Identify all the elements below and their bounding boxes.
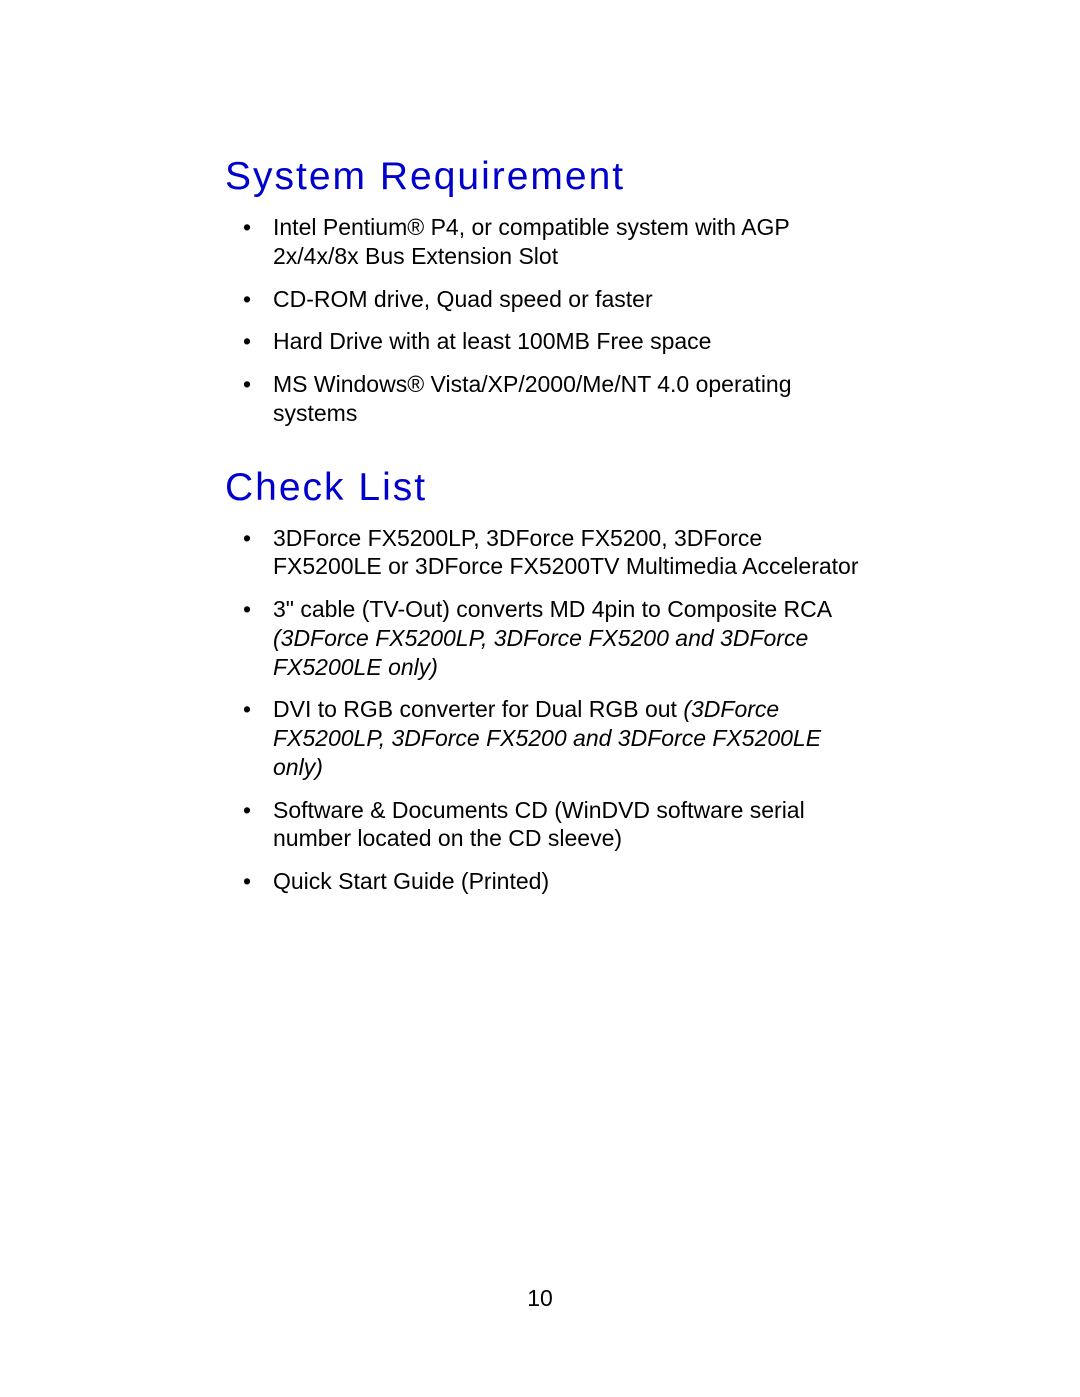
list-item: DVI to RGB converter for Dual RGB out (3…: [273, 695, 885, 781]
list-item: CD-ROM drive, Quad speed or faster: [273, 285, 885, 314]
item-text: DVI to RGB converter for Dual RGB out: [273, 696, 683, 722]
list-item: 3DForce FX5200LP, 3DForce FX5200, 3DForc…: [273, 524, 885, 582]
item-text: 3" cable (TV-Out) converts MD 4pin to Co…: [273, 596, 831, 622]
system-requirement-heading: System Requirement: [225, 155, 885, 199]
check-list: 3DForce FX5200LP, 3DForce FX5200, 3DForc…: [225, 524, 885, 896]
list-item: 3" cable (TV-Out) converts MD 4pin to Co…: [273, 595, 885, 681]
list-item: Intel Pentium® P4, or compatible system …: [273, 213, 885, 271]
item-italic: (3DForce FX5200LP, 3DForce FX5200 and 3D…: [273, 625, 808, 680]
system-requirement-list: Intel Pentium® P4, or compatible system …: [225, 213, 885, 428]
check-list-heading: Check List: [225, 466, 885, 510]
list-item: MS Windows® Vista/XP/2000/Me/NT 4.0 oper…: [273, 370, 885, 428]
list-item: Software & Documents CD (WinDVD software…: [273, 796, 885, 854]
list-item: Hard Drive with at least 100MB Free spac…: [273, 327, 885, 356]
page-number: 10: [0, 1285, 1080, 1312]
list-item: Quick Start Guide (Printed): [273, 867, 885, 896]
